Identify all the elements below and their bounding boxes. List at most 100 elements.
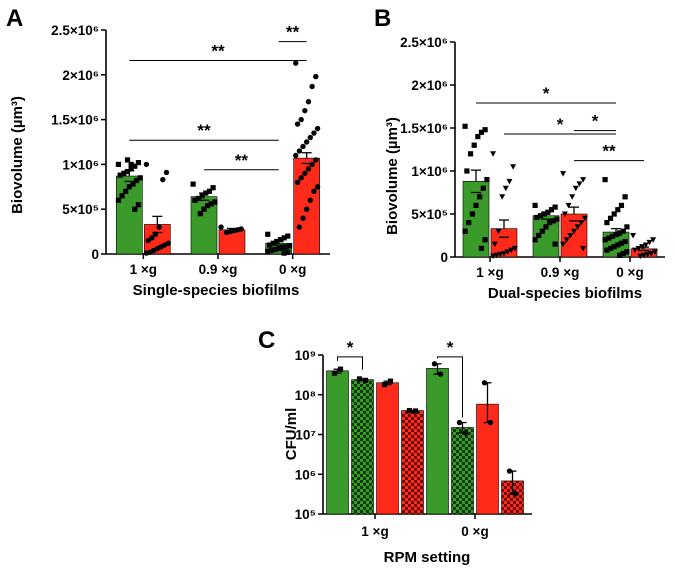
x-axis-title-c: RPM setting: [384, 549, 471, 566]
data-point-red: [651, 249, 658, 255]
x-axis-title-a: Single-species biofilms: [133, 282, 300, 299]
data-point-green: [266, 242, 273, 248]
data-point-green: [130, 181, 136, 187]
data-point-green: [464, 168, 470, 174]
data-point-red: [560, 171, 567, 177]
data-point-red: [580, 177, 587, 183]
y-tick-label: 10⁵: [295, 507, 316, 522]
data-point-green: [119, 193, 125, 199]
data-point-green: [532, 202, 538, 208]
data-point-red: [163, 169, 170, 176]
y-tick-label: 2.5×10⁶: [400, 35, 448, 50]
data-point-green: [197, 211, 203, 217]
data-point-green: [462, 228, 468, 234]
data-point-red: [490, 253, 497, 260]
bar-green-solid-1: [426, 368, 449, 515]
data-point-red: [642, 242, 649, 248]
data-point-red: [639, 244, 646, 250]
data-point-red: [152, 231, 159, 237]
bar-red-solid-0: [376, 382, 399, 515]
bar-red-checkered-0: [401, 410, 424, 515]
data-point-green: [210, 185, 216, 191]
x-tick-label: 0 ×g: [461, 524, 488, 539]
data-point-green: [124, 168, 131, 175]
data-point-green: [272, 246, 278, 253]
x-tick-label: 0.9 ×g: [199, 262, 238, 277]
data-point-green: [480, 185, 486, 191]
x-tick-label: 1 ×g: [361, 524, 388, 539]
data-point-green: [192, 197, 198, 203]
data-point-red: [499, 194, 506, 200]
data-point-green: [190, 181, 196, 187]
data-point-green: [602, 237, 608, 243]
data-point-red: [156, 224, 162, 230]
data-point-green: [606, 235, 612, 241]
data-point: [437, 371, 444, 377]
data-point-green: [615, 242, 621, 248]
data-point-red: [298, 175, 304, 181]
data-point-green: [199, 193, 205, 199]
data-point-red: [143, 250, 150, 256]
data-point-green: [132, 163, 138, 169]
significance-label: *: [347, 338, 354, 357]
x-tick-label: 0 ×g: [279, 262, 306, 277]
data-point-green: [135, 202, 142, 208]
data-point: [462, 430, 469, 436]
data-point-red: [635, 245, 642, 252]
data-point-red: [145, 237, 151, 244]
data-point-red: [510, 164, 517, 170]
data-point-red: [561, 211, 568, 217]
data-point: [387, 378, 394, 384]
significance-label: **: [211, 41, 225, 60]
data-point-red: [309, 83, 315, 90]
data-point-green: [473, 202, 479, 208]
y-tick-label: 0: [440, 250, 448, 265]
data-point-red: [223, 229, 230, 236]
data-point-red: [578, 220, 585, 226]
bar-green-checkered-1: [451, 427, 474, 515]
data-point-green: [624, 224, 630, 230]
panel-label-a: A: [6, 5, 23, 32]
data-point-green: [609, 233, 615, 239]
data-point-green: [613, 232, 619, 238]
y-tick-label: 10⁸: [295, 388, 316, 403]
data-point-green: [545, 209, 551, 215]
data-point-red: [637, 253, 644, 260]
data-point-green: [126, 184, 132, 190]
data-point-green: [550, 218, 556, 224]
data-point-red: [571, 228, 577, 235]
data-point-red: [294, 179, 301, 186]
data-point-red: [650, 237, 657, 243]
y-axis-title-b: Biovolume (µm³): [384, 117, 401, 235]
data-point-green: [604, 220, 610, 226]
data-point-green: [469, 211, 475, 217]
y-axis-title-a: Biovolume (µm³): [9, 96, 26, 214]
y-tick-label: 5×10⁵: [411, 207, 448, 222]
significance-label: *: [447, 338, 454, 357]
data-point-green: [281, 250, 287, 256]
data-point-green: [201, 206, 207, 212]
data-point-red: [143, 161, 150, 168]
data-point-red: [580, 245, 587, 252]
data-point-red: [160, 176, 166, 183]
data-point-green: [541, 211, 547, 217]
data-point-red: [314, 125, 321, 132]
data-point-green: [477, 194, 483, 200]
data-point-green: [615, 207, 621, 213]
panel-a: A 0 5×10⁵ 1×10⁶ 1.5×10⁶ 2×10⁶ 2.5×10⁶ 1 ×g 0.9 …: [6, 5, 330, 299]
data-point-green: [478, 245, 485, 251]
data-point-red: [574, 224, 581, 230]
data-point-red: [630, 233, 637, 239]
data-point-green: [124, 157, 131, 163]
data-point-green: [607, 245, 614, 251]
data-point-green: [121, 170, 127, 176]
data-point: [412, 408, 419, 414]
data-point-green: [462, 123, 468, 129]
data-point-green: [478, 129, 485, 135]
data-point-red: [300, 215, 306, 221]
data-point-green: [286, 243, 293, 249]
data-point-green: [552, 241, 558, 247]
data-point-green: [554, 216, 560, 222]
data-point-red: [293, 60, 299, 66]
y-tick-label: 0: [91, 247, 99, 262]
